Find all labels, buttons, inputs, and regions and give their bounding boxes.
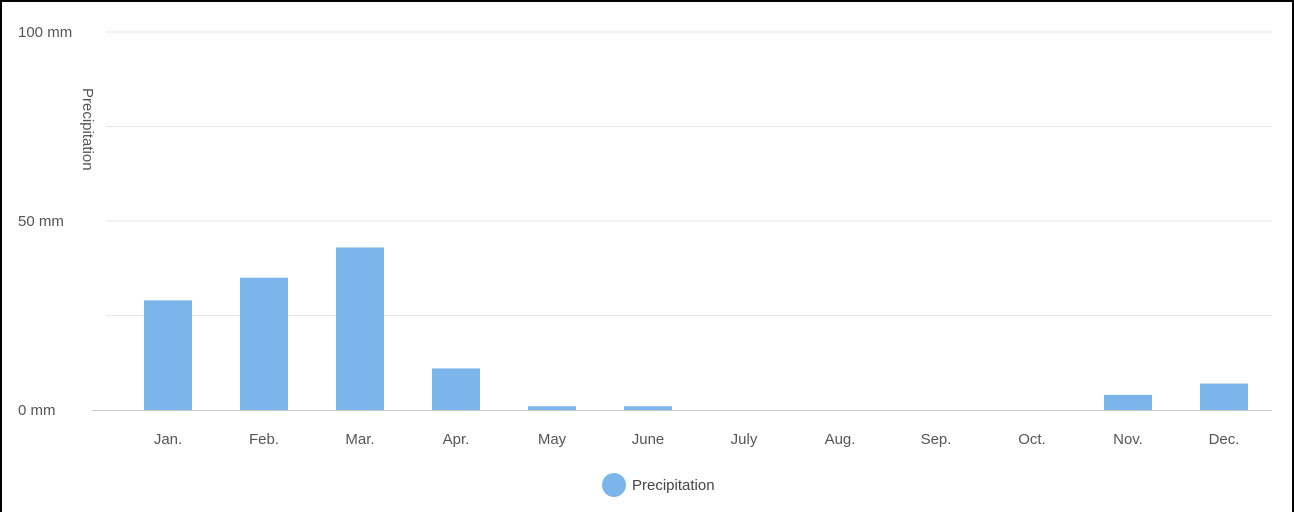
bar[interactable] xyxy=(432,368,480,410)
x-tick-label: May xyxy=(538,431,567,448)
bar[interactable] xyxy=(144,300,192,410)
bars xyxy=(144,247,1248,410)
x-tick-label: Oct. xyxy=(1018,431,1046,448)
y-tick-label: 100 mm xyxy=(18,24,72,41)
x-tick-label: Jan. xyxy=(154,431,182,448)
legend-label[interactable]: Precipitation xyxy=(632,477,715,494)
x-tick-label: Nov. xyxy=(1113,431,1143,448)
x-tick-label: Aug. xyxy=(825,431,856,448)
bar[interactable] xyxy=(624,406,672,410)
bar[interactable] xyxy=(240,277,288,410)
bar[interactable] xyxy=(1200,383,1248,410)
x-tick-label: Dec. xyxy=(1209,431,1240,448)
x-tick-label: Feb. xyxy=(249,431,279,448)
legend-marker-icon[interactable] xyxy=(602,473,626,497)
y-axis-title: Precipitation xyxy=(79,88,96,171)
x-tick-label: Sep. xyxy=(921,431,952,448)
legend[interactable]: Precipitation xyxy=(602,473,715,497)
bar[interactable] xyxy=(336,247,384,410)
x-tick-label: June xyxy=(632,431,665,448)
bar[interactable] xyxy=(1104,394,1152,410)
y-axis-ticks: 0 mm 50 mm 100 mm xyxy=(18,24,72,419)
x-tick-label: July xyxy=(731,431,758,448)
y-tick-label: 50 mm xyxy=(18,213,64,230)
y-tick-label: 0 mm xyxy=(18,402,56,419)
x-tick-label: Apr. xyxy=(443,431,470,448)
bar[interactable] xyxy=(528,406,576,410)
gridlines xyxy=(106,31,1272,316)
x-axis-ticks: Jan. Feb. Mar. Apr. May June July Aug. Sep. Oct. N… xyxy=(154,431,1240,448)
x-tick-label: Mar. xyxy=(345,431,374,448)
